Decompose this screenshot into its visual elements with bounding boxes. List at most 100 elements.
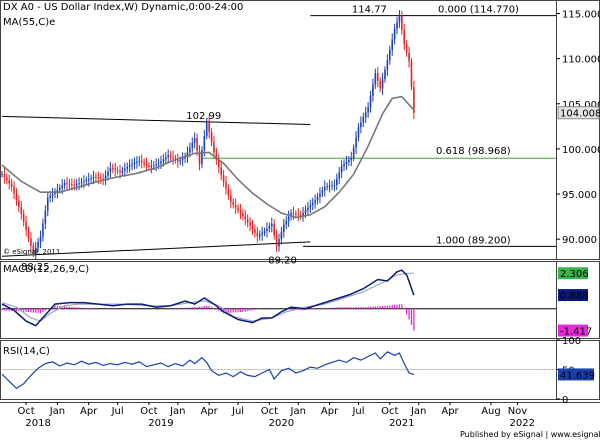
candle-body xyxy=(280,231,283,240)
candle-body xyxy=(234,204,237,208)
candle-body xyxy=(285,220,288,225)
x-tick-label: Jul xyxy=(231,406,244,417)
candle-body xyxy=(155,164,157,166)
x-tick-label: Jan xyxy=(49,406,65,417)
price-tick-label: 110.000 xyxy=(562,55,600,66)
copyright: © eSignal, 2011 xyxy=(3,248,61,256)
price-tick-label: 100.000 xyxy=(562,145,600,156)
chart-title: DX A0 - US Dollar Index,W) Dynamic,0:00-… xyxy=(3,2,244,13)
candle-body xyxy=(290,212,292,217)
candle-body xyxy=(30,238,32,246)
x-tick-label: Jul xyxy=(351,406,364,417)
rsi-tick-label: 0 xyxy=(562,395,568,406)
x-tick-label: Oct xyxy=(381,406,398,417)
x-tick-label: Apr xyxy=(80,406,98,417)
candle-body xyxy=(49,195,51,198)
x-tick-label: Jan xyxy=(169,406,185,417)
candle-body xyxy=(78,183,80,185)
x-tick-label: Oct xyxy=(17,406,34,417)
candle-body xyxy=(328,185,331,187)
candle-body xyxy=(104,175,107,180)
candle-body xyxy=(8,180,11,184)
candle-body xyxy=(244,216,247,220)
candle-body xyxy=(299,215,302,216)
candle-body xyxy=(323,186,326,191)
ma-line xyxy=(1,95,415,219)
candle-body xyxy=(222,175,225,182)
trendline-lower xyxy=(1,241,311,257)
candle-body xyxy=(39,236,42,243)
candle-body xyxy=(157,163,160,165)
candle-body xyxy=(338,172,341,179)
fib-0618-label: 0.618 (98.968) xyxy=(436,146,511,157)
candle-body xyxy=(126,166,129,169)
candle-body xyxy=(350,157,353,160)
candle-body xyxy=(59,187,61,190)
candle-body xyxy=(302,212,304,216)
candle-body xyxy=(152,165,155,167)
candle-body xyxy=(201,150,203,165)
rsi-value-label: 41.639 xyxy=(560,370,595,381)
candle-body xyxy=(87,179,90,181)
candle-body xyxy=(360,122,362,128)
candle-body xyxy=(184,157,186,159)
candle-body xyxy=(273,223,275,236)
candle-body xyxy=(405,44,408,53)
candle-body xyxy=(54,192,56,195)
candle-body xyxy=(256,232,259,237)
x-tick-label: Oct xyxy=(140,406,157,417)
candle-body xyxy=(145,163,148,166)
candle-body xyxy=(215,152,218,161)
candle-body xyxy=(167,155,169,158)
candle-body xyxy=(3,174,6,178)
rsi-title: RSI(14,C) xyxy=(3,346,50,357)
candle-body xyxy=(362,117,365,123)
candle-body xyxy=(205,121,208,137)
candle-body xyxy=(208,121,210,133)
candle-body xyxy=(311,202,314,206)
candle-body xyxy=(15,193,18,201)
candle-body xyxy=(92,176,95,179)
candle-body xyxy=(22,213,25,222)
x-tick-label: Oct xyxy=(261,406,278,417)
candle-body xyxy=(114,168,117,171)
x-year-label: 2018 xyxy=(25,418,50,429)
candle-body xyxy=(251,225,254,230)
candle-body xyxy=(314,200,316,203)
candle-body xyxy=(128,165,131,167)
candle-body xyxy=(246,219,249,223)
candle-body xyxy=(198,151,201,165)
candle-body xyxy=(160,161,162,164)
label-102-99: 102.99 xyxy=(186,111,221,122)
candle-body xyxy=(333,185,336,186)
label-88-25: 88.25 xyxy=(21,262,50,273)
candle-body xyxy=(150,166,153,167)
candle-body xyxy=(261,232,263,235)
candle-body xyxy=(210,132,213,143)
candle-body xyxy=(220,167,222,176)
x-tick-label: Jan xyxy=(410,406,426,417)
candle-body xyxy=(18,200,20,208)
candle-body xyxy=(297,214,300,216)
candle-body xyxy=(99,178,102,180)
candle-body xyxy=(32,245,35,254)
candle-body xyxy=(254,229,256,233)
candle-body xyxy=(186,152,189,158)
candle-body xyxy=(340,166,343,173)
candle-body xyxy=(355,137,357,148)
candle-body xyxy=(217,160,220,168)
macd-signal-line xyxy=(1,272,414,322)
price-tick-label: 90.000 xyxy=(562,235,597,246)
macd-title: MACD(12,26,9,C) xyxy=(3,264,90,275)
candle-body xyxy=(321,190,324,194)
candle-body xyxy=(34,247,37,254)
macd-value: 0.888 xyxy=(560,291,589,302)
x-year-label: 2019 xyxy=(148,418,173,429)
candle-body xyxy=(316,196,319,201)
candle-body xyxy=(376,73,379,81)
candle-body xyxy=(270,223,273,227)
candle-body xyxy=(391,39,394,50)
candle-body xyxy=(242,212,244,217)
candle-body xyxy=(357,127,360,138)
